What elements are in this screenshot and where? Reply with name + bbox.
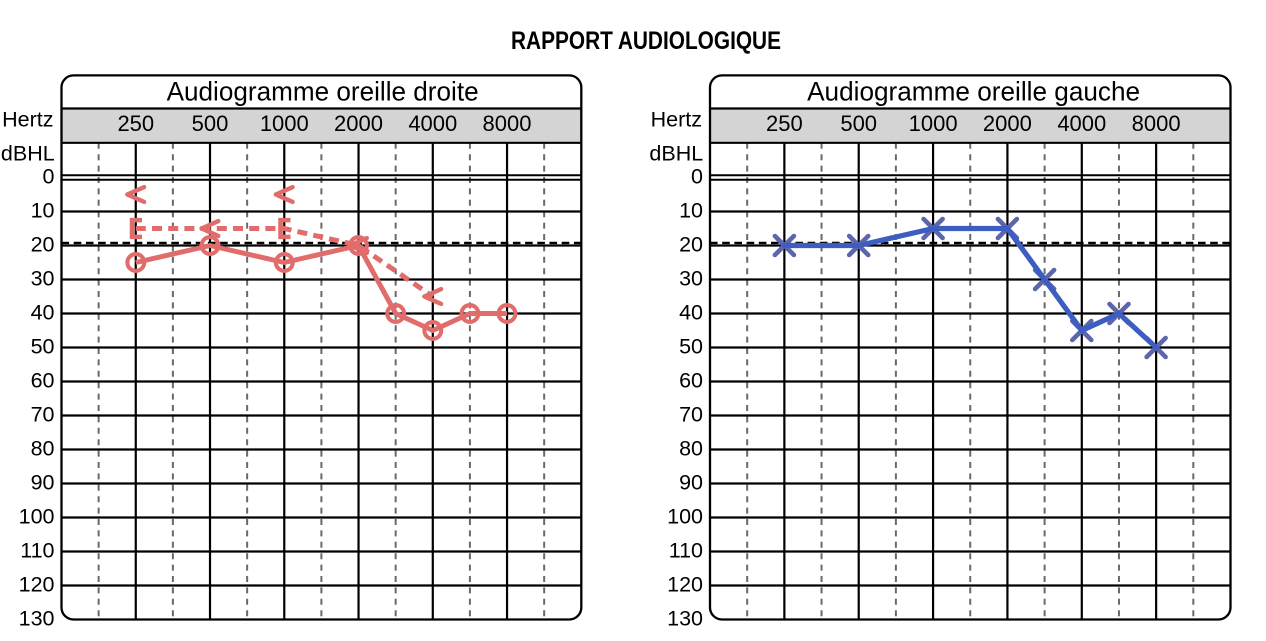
svg-text:60: 60: [31, 369, 55, 393]
svg-text:2000: 2000: [334, 111, 383, 136]
svg-text:120: 120: [19, 573, 55, 597]
svg-text:70: 70: [679, 403, 703, 427]
svg-text:Hertz: Hertz: [651, 107, 702, 131]
svg-text:dBHL: dBHL: [1, 142, 55, 166]
svg-text:8000: 8000: [1132, 111, 1181, 136]
svg-text:60: 60: [679, 369, 703, 393]
svg-text:500: 500: [192, 111, 229, 136]
svg-text:dBHL: dBHL: [649, 142, 703, 166]
svg-text:50: 50: [31, 335, 55, 359]
svg-text:80: 80: [31, 437, 55, 461]
svg-text:0: 0: [691, 165, 703, 189]
svg-text:500: 500: [840, 111, 877, 136]
svg-text:40: 40: [31, 301, 55, 325]
svg-text:50: 50: [679, 335, 703, 359]
svg-text:250: 250: [766, 111, 803, 136]
svg-text:30: 30: [679, 267, 703, 291]
svg-text:20: 20: [679, 233, 703, 257]
svg-text:4000: 4000: [1057, 111, 1106, 136]
svg-text:90: 90: [31, 471, 55, 495]
svg-text:10: 10: [679, 199, 703, 223]
svg-text:1000: 1000: [909, 111, 958, 136]
svg-text:110: 110: [669, 539, 703, 563]
svg-text:Hertz: Hertz: [2, 107, 53, 131]
svg-text:100: 100: [19, 505, 55, 529]
svg-text:110: 110: [20, 539, 54, 563]
svg-text:40: 40: [679, 301, 703, 325]
svg-text:2000: 2000: [983, 111, 1032, 136]
svg-text:120: 120: [667, 573, 703, 597]
svg-text:0: 0: [43, 165, 55, 189]
svg-text:80: 80: [679, 437, 703, 461]
svg-text:70: 70: [31, 403, 55, 427]
svg-text:130: 130: [667, 607, 703, 631]
svg-text:30: 30: [31, 267, 55, 291]
svg-text:RAPPORT AUDIOLOGIQUE: RAPPORT AUDIOLOGIQUE: [511, 27, 781, 55]
svg-text:250: 250: [117, 111, 154, 136]
svg-text:20: 20: [31, 233, 55, 257]
svg-text:Audiogramme oreille droite: Audiogramme oreille droite: [167, 76, 479, 106]
svg-text:4000: 4000: [408, 111, 457, 136]
svg-text:1000: 1000: [260, 111, 309, 136]
svg-text:100: 100: [667, 505, 703, 529]
svg-text:90: 90: [679, 471, 703, 495]
svg-text:Audiogramme oreille gauche: Audiogramme oreille gauche: [807, 76, 1140, 106]
svg-text:130: 130: [19, 607, 55, 631]
svg-text:10: 10: [31, 199, 55, 223]
svg-text:8000: 8000: [483, 111, 532, 136]
